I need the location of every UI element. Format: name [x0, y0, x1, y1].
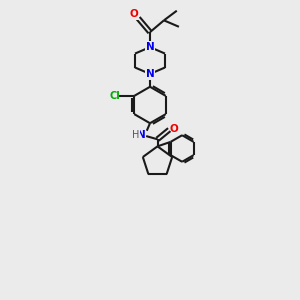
Text: N: N: [136, 130, 146, 140]
Text: H: H: [132, 130, 139, 140]
Text: O: O: [130, 9, 138, 20]
Text: N: N: [146, 42, 154, 52]
Text: N: N: [146, 69, 154, 79]
Text: O: O: [169, 124, 178, 134]
Text: Cl: Cl: [109, 91, 120, 101]
